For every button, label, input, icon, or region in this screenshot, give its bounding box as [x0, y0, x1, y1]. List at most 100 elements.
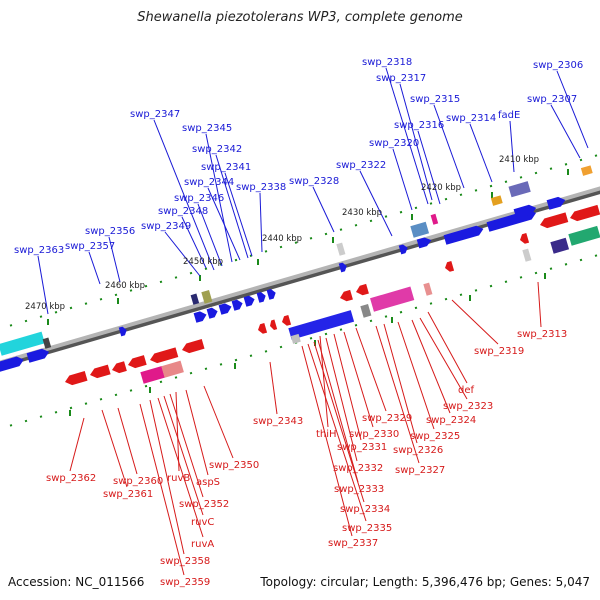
scale-dot	[579, 158, 583, 162]
scale-dot	[369, 219, 373, 223]
forward-gene-label: swp_2328	[289, 176, 339, 187]
scale-dot	[219, 363, 223, 366]
scale-dot	[114, 393, 118, 397]
forward-gene-block	[42, 337, 52, 349]
reverse-gene-arrow	[128, 355, 147, 369]
forward-gene-label: swp_2347	[130, 109, 180, 120]
forward-gene-label: swp_2344	[184, 177, 234, 188]
reverse-gene-leader	[117, 407, 138, 475]
reverse-gene-label: swp_2331	[337, 442, 387, 453]
reverse-gene-leader	[203, 385, 234, 459]
scale-dot	[189, 371, 193, 375]
scale-dot	[309, 237, 313, 240]
scale-dot	[459, 193, 463, 197]
scale-dot	[339, 328, 343, 331]
reverse-gene-label: swp_2332	[333, 463, 383, 474]
forward-gene-block	[550, 237, 570, 254]
forward-gene-arrow	[546, 196, 566, 210]
forward-gene-leader	[312, 186, 335, 233]
forward-gene-label: swp_2356	[85, 226, 135, 237]
forward-gene-label: swp_2315	[410, 94, 460, 105]
reverse-gene-arrow	[520, 232, 530, 244]
reverse-gene-leader	[383, 323, 418, 444]
reverse-gene-label: swp_2361	[103, 489, 153, 500]
reverse-gene-block	[140, 366, 165, 384]
scale-dot	[444, 197, 448, 201]
forward-gene-leader	[509, 120, 515, 173]
scale-dot	[534, 171, 538, 175]
reverse-gene-label: aspS	[196, 477, 220, 488]
scale-dot	[504, 280, 508, 283]
forward-gene-leader	[259, 192, 263, 253]
reverse-gene-leader	[427, 311, 468, 384]
reverse-gene-label: swp_2327	[395, 465, 445, 476]
scale-dot	[69, 306, 73, 310]
forward-gene-label: swp_2345	[182, 123, 232, 134]
reverse-gene-arrow	[570, 204, 600, 222]
scale-dot	[99, 397, 103, 401]
backbone	[0, 186, 600, 365]
scale-dot	[39, 415, 43, 418]
reverse-gene-label: swp_2337	[328, 538, 378, 549]
scale-dot	[399, 310, 403, 314]
reverse-gene-leader	[325, 337, 358, 462]
forward-gene-arrow	[231, 299, 243, 311]
scale-dot	[519, 176, 523, 179]
reverse-gene-block	[290, 333, 301, 344]
forward-gene-leader	[550, 104, 581, 159]
reverse-gene-leader	[411, 319, 451, 414]
accession-text: Accession: NC_011566	[8, 575, 145, 589]
reverse-gene-leader	[307, 343, 367, 522]
scale-dot	[459, 293, 463, 297]
reverse-gene-leader	[451, 299, 499, 345]
scale-dot	[54, 411, 58, 414]
scale-labels: 2410 kbp 2420 kbp 2430 kbp 2440 kbp 2450 kbp…	[25, 155, 539, 312]
reverse-gene-leader	[375, 325, 420, 464]
reverse-gene-label: thiH	[316, 429, 337, 440]
scale-label: 2430 kbp	[342, 208, 382, 218]
forward-gene-leader	[205, 133, 233, 263]
reverse-gene-arrow	[90, 364, 111, 379]
scale-label: 2460 kbp	[105, 281, 145, 291]
forward-gene-block	[190, 293, 200, 305]
forward-gene-label: swp_2342	[192, 144, 242, 155]
scale-label: 2470 kbp	[25, 302, 65, 312]
scale-dot	[294, 241, 298, 244]
reverse-gene-leader	[317, 339, 359, 483]
scale-ticks	[9, 154, 598, 427]
scale-dot	[9, 324, 13, 327]
scale-dot	[69, 406, 73, 410]
reverse-gene-label: def	[458, 385, 475, 396]
forward-gene-leader	[88, 251, 101, 285]
scale-dot	[549, 167, 553, 170]
forward-gene-block	[410, 221, 430, 238]
forward-gene-block	[568, 225, 600, 246]
reverse-gene-arrow	[356, 283, 369, 296]
reverse-gene-arrow	[340, 289, 353, 302]
scale-dot	[594, 154, 598, 157]
scale-dot	[429, 302, 433, 305]
scale-dot	[279, 345, 283, 349]
forward-gene-leader	[153, 119, 215, 271]
scale-dot	[189, 271, 193, 275]
scale-dot	[564, 163, 568, 166]
scale-dot	[579, 258, 583, 262]
forward-gene-block	[0, 331, 45, 356]
reverse-gene-arrow	[270, 319, 278, 331]
scale-dot	[369, 319, 373, 323]
forward-gene-arrow	[513, 204, 537, 219]
reverse-gene-leader	[419, 317, 468, 400]
forward-gene-leader	[385, 67, 429, 205]
forward-gene-arrow	[26, 348, 50, 363]
forward-gene-arrow	[206, 307, 218, 319]
scale-label: 2440 kbp	[262, 234, 302, 244]
scale-dot	[174, 276, 178, 279]
scale-dot	[444, 297, 448, 301]
forward-gene-leader	[181, 216, 207, 269]
reverse-gene-leader	[343, 331, 374, 428]
genome-summary: Topology: circular; Length: 5,396,476 bp…	[260, 575, 590, 589]
scale-dot	[264, 350, 268, 353]
reverse-gene-leader	[163, 395, 204, 516]
forward-gene-block	[580, 165, 593, 176]
